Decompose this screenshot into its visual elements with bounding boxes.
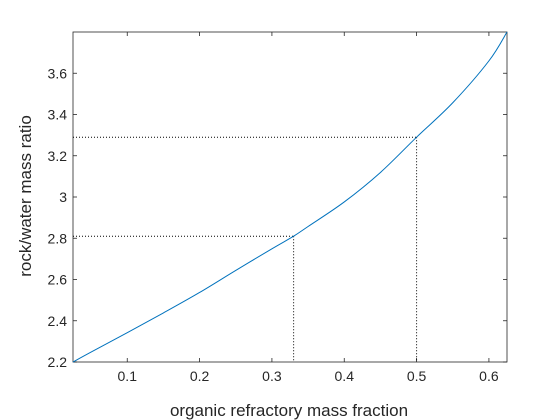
x-tick-label: 0.3 <box>262 368 282 384</box>
series-line <box>72 31 508 363</box>
x-tick-label: 0.1 <box>118 368 138 384</box>
x-tick-label: 0.4 <box>335 368 355 384</box>
y-tick-label: 3.4 <box>48 107 68 123</box>
y-tick-label: 2.8 <box>48 230 68 246</box>
y-axis-label: rock/water mass ratio <box>16 115 35 277</box>
y-tick-label: 2.6 <box>48 272 68 288</box>
y-tick-label: 2.4 <box>48 313 68 329</box>
plot-area: 0.1 0.2 0.3 0.4 0.5 0.6 2.2 2.4 2.6 2.8 3 3.2 3.4 3.6 <box>48 31 508 384</box>
x-tick-label: 0.2 <box>190 368 210 384</box>
x-tick-label: 0.6 <box>479 368 499 384</box>
plot-frame <box>72 31 508 363</box>
y-tick-label: 3.2 <box>48 148 68 164</box>
y-tick-label: 2.2 <box>48 354 68 370</box>
x-tick-label: 0.5 <box>407 368 427 384</box>
x-axis-label: organic refractory mass fraction <box>170 401 408 420</box>
y-tick-label: 3.6 <box>48 65 68 81</box>
y-tick-label: 3 <box>59 189 67 205</box>
